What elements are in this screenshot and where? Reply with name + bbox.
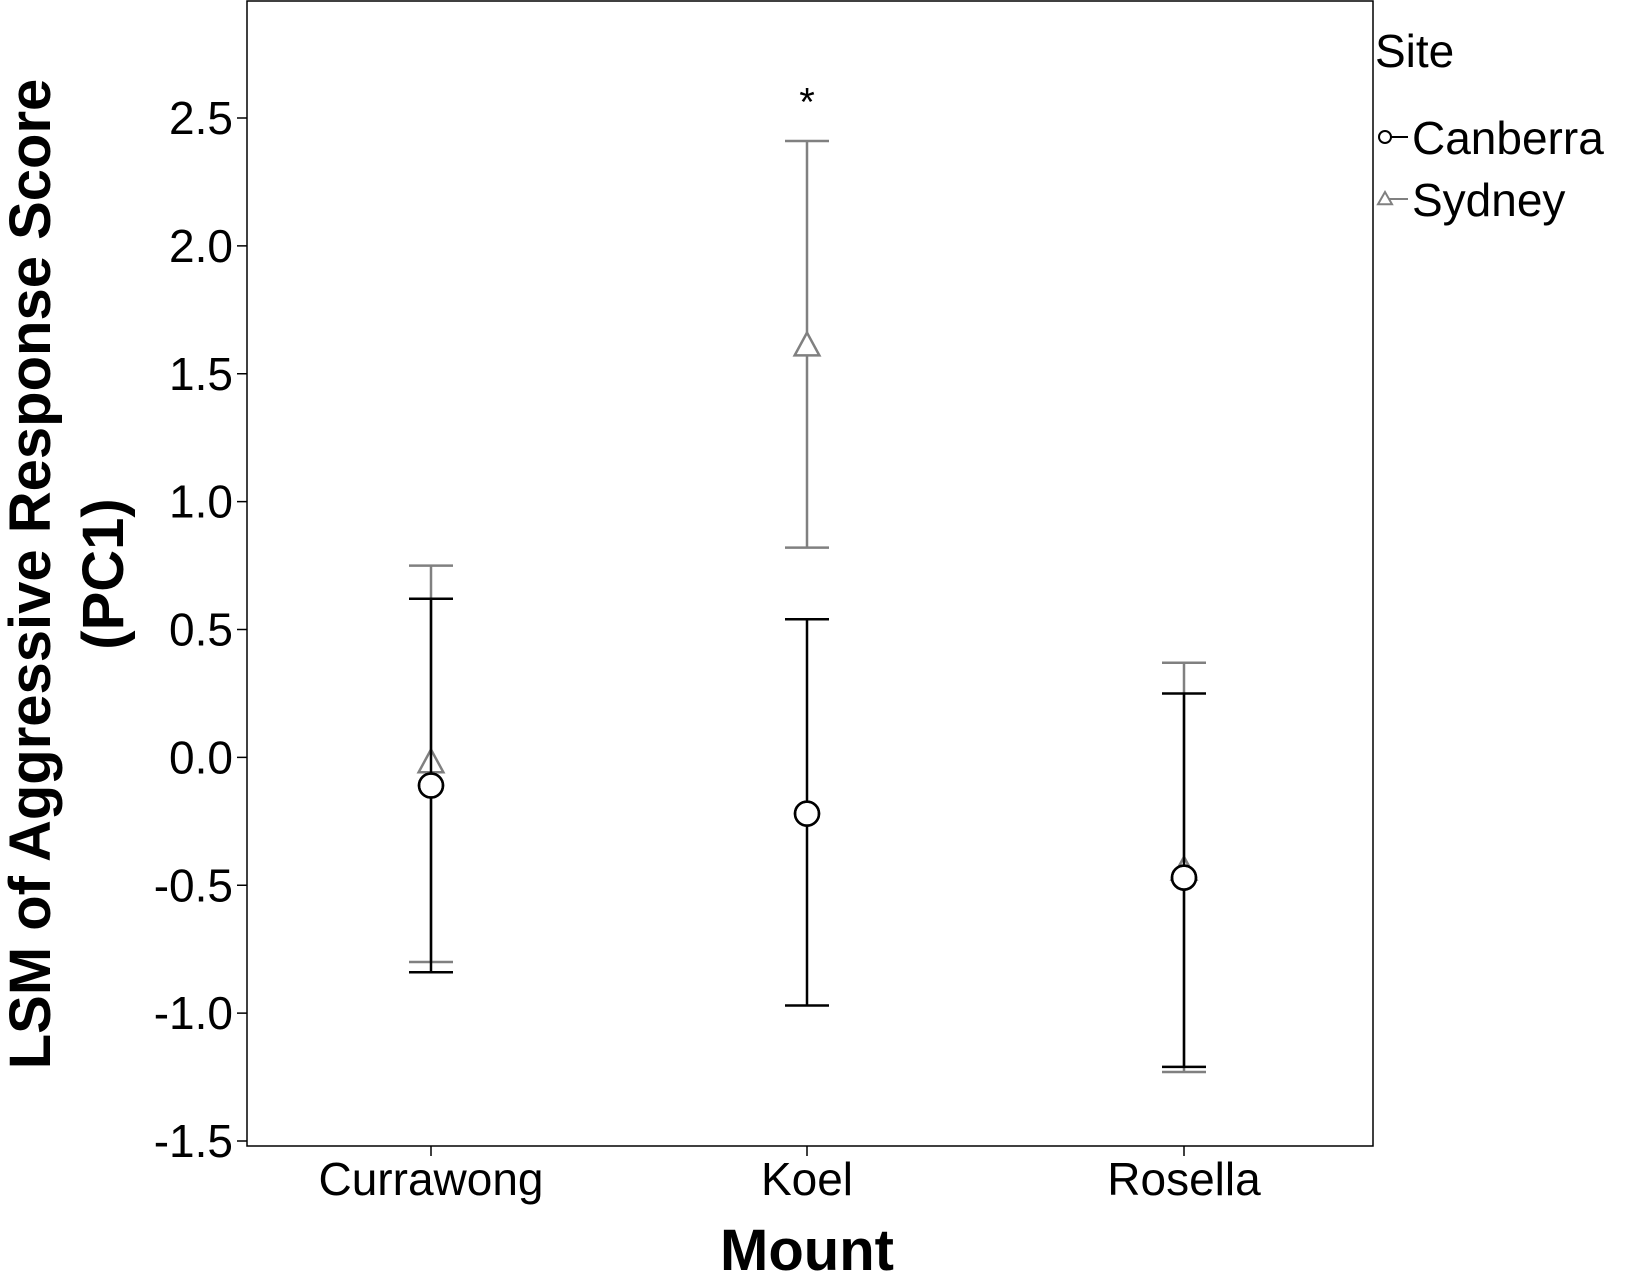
- y-tick-label: -1.0: [154, 987, 233, 1039]
- legend: Site Canberra Sydney: [1375, 25, 1604, 226]
- annotation-layer: *: [799, 81, 815, 125]
- legend-circle-marker: [1378, 130, 1392, 144]
- legend-triangle-marker: [1376, 189, 1394, 206]
- y-tick-label: -1.5: [154, 1115, 233, 1167]
- legend-item-sydney: Sydney: [1376, 174, 1565, 226]
- y-tick-label: 2.5: [169, 92, 233, 144]
- y-tick-label: 1.5: [169, 348, 233, 400]
- point-circle-overlay: [1170, 864, 1198, 891]
- x-axis-title: Mount: [720, 1218, 894, 1272]
- y-axis-title: LSM of Aggressive Response Score: [0, 79, 63, 1070]
- series-canberra: [409, 597, 1206, 1069]
- point-circle-overlay: [417, 772, 445, 799]
- y-axis: -1.5 -1.0 -0.5 0.0 0.5 1.0 1.5 2.0 2.5: [154, 92, 247, 1167]
- legend-items: Canberra Sydney: [1376, 112, 1604, 226]
- y-tick-label: 0.5: [169, 604, 233, 656]
- y-tick-label: 2.0: [169, 220, 233, 272]
- legend-title: Site: [1375, 25, 1454, 77]
- y-axis-title-line-2-text: (PC1): [71, 498, 136, 649]
- y-axis-title-line-1: LSM of Aggressive Response Score: [0, 79, 63, 1070]
- significance-annotation: *: [799, 81, 815, 125]
- series-canberra-markers: [417, 772, 1198, 891]
- point-circle-overlay: [793, 800, 821, 827]
- legend-item-canberra: Canberra: [1378, 112, 1604, 164]
- x-tick-label: Currawong: [319, 1153, 544, 1205]
- y-tick-label: 1.0: [169, 476, 233, 528]
- legend-label: Canberra: [1412, 112, 1604, 164]
- plot-frame: [246, 0, 1374, 1147]
- y-axis-title-line-2: (PC1): [71, 498, 136, 649]
- y-tick-label: -0.5: [154, 859, 233, 911]
- x-axis: Currawong Koel Rosella: [319, 1146, 1261, 1205]
- series-layer: [409, 139, 1206, 1074]
- x-tick-label: Rosella: [1107, 1153, 1261, 1205]
- legend-label: Sydney: [1412, 174, 1565, 226]
- y-tick-label: 0.0: [169, 731, 233, 783]
- x-tick-label: Koel: [761, 1153, 853, 1205]
- point-triangle: [792, 329, 822, 357]
